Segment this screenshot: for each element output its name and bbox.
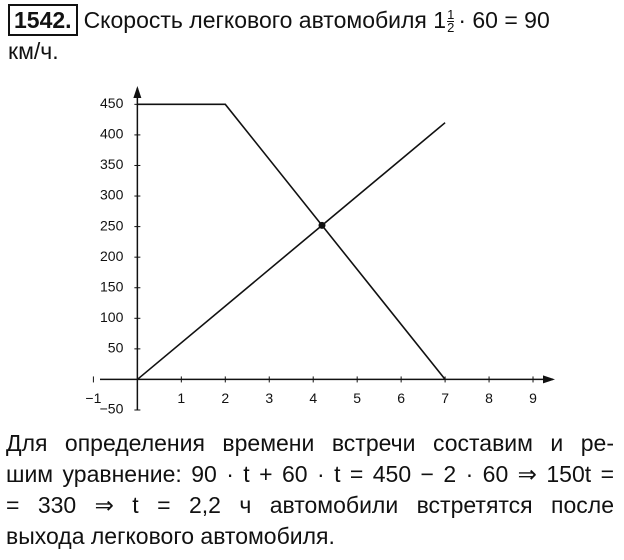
y-tick-label: 50 bbox=[108, 340, 124, 356]
header: 1542. Скорость легкового автомобиля 1 1 2 · … bbox=[8, 4, 550, 36]
y-tick-label: 300 bbox=[100, 187, 124, 203]
y-tick-label: 200 bbox=[100, 248, 124, 264]
line bbox=[136, 122, 446, 381]
x-tick-label: 3 bbox=[265, 390, 273, 406]
y-tick-label: 450 bbox=[100, 95, 124, 111]
solution-line: выхода легкового автомобиля. bbox=[6, 523, 335, 549]
x-tick-label: 8 bbox=[485, 390, 493, 406]
numerator: 1 bbox=[447, 7, 455, 23]
x-tick-label: 7 bbox=[441, 390, 449, 406]
x-tick-label: 5 bbox=[353, 390, 361, 406]
solution-line: = 330 ⇒ t = 2,2 ч автомобили встретятся … bbox=[6, 492, 614, 518]
solution: Для определения времени встречи составим… bbox=[6, 428, 614, 552]
line bbox=[137, 103, 446, 380]
y-axis-arrow bbox=[133, 86, 142, 98]
x-tick-label: 1 bbox=[177, 390, 185, 406]
header-continuation: км/ч. bbox=[8, 38, 59, 64]
expression: · 60 = 90 bbox=[458, 7, 550, 33]
y-tick-label: 150 bbox=[100, 278, 124, 294]
y-tick-label: 350 bbox=[100, 156, 124, 172]
y-tick-label: 400 bbox=[100, 126, 124, 142]
y-tick-label: −50 bbox=[100, 401, 124, 417]
solution-line: Для определения времени встречи составим… bbox=[6, 430, 614, 456]
solution-line: шим уравнение: 90 · t + 60 · t = 450 − 2… bbox=[6, 461, 614, 487]
x-tick-label: 2 bbox=[221, 390, 229, 406]
mixed-whole: 1 bbox=[433, 7, 447, 33]
x-tick-label: −1 bbox=[85, 390, 101, 406]
intersection-point bbox=[318, 221, 326, 229]
problem-number: 1542. bbox=[8, 4, 78, 36]
y-tick-label: 100 bbox=[100, 309, 124, 325]
header-text: Скорость легкового автомобиля bbox=[83, 7, 427, 33]
x-tick-label: 9 bbox=[529, 390, 537, 406]
x-tick-label: 6 bbox=[397, 390, 405, 406]
y-tick-label: 250 bbox=[100, 217, 124, 233]
x-axis-arrow bbox=[543, 375, 555, 384]
denominator: 2 bbox=[447, 20, 455, 36]
x-tick-label: 4 bbox=[309, 390, 317, 406]
